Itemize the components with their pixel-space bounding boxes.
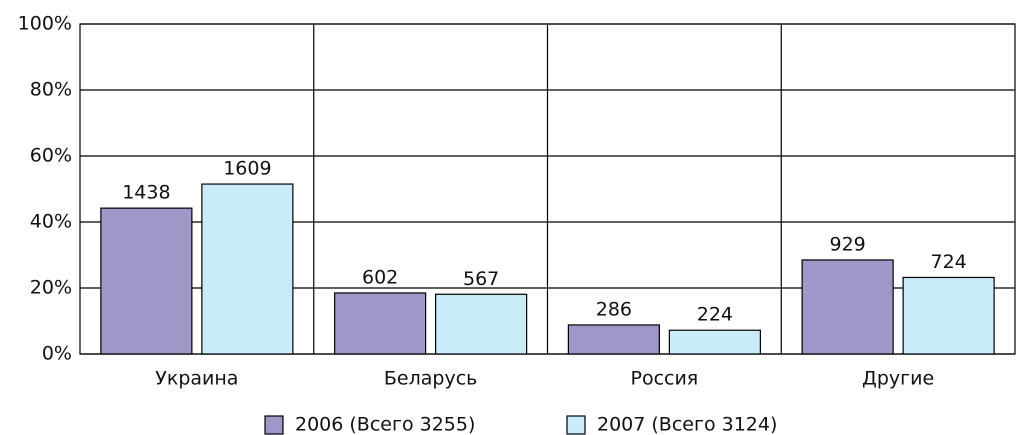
bar	[668, 329, 761, 355]
x-tick-label: Беларусь	[384, 368, 477, 390]
legend-swatch	[264, 415, 284, 435]
data-label: 567	[463, 268, 499, 290]
bar	[567, 324, 660, 355]
data-label: 286	[596, 298, 632, 320]
data-label: 602	[362, 266, 398, 288]
bar	[334, 292, 427, 355]
x-tick-label: Другие	[862, 368, 934, 390]
legend-swatch	[566, 415, 586, 435]
bar	[201, 183, 294, 355]
y-tick-label: 80%	[30, 79, 72, 101]
data-label: 724	[930, 251, 966, 273]
legend-label: 2006 (Всего 3255)	[295, 414, 475, 435]
data-label: 224	[697, 304, 733, 326]
bar	[801, 259, 894, 355]
y-tick-label: 20%	[30, 277, 72, 299]
y-tick-label: 60%	[30, 145, 72, 167]
y-tick-label: 0%	[42, 343, 72, 365]
data-label: 1438	[122, 182, 170, 204]
legend-label: 2007 (Всего 3124)	[597, 414, 777, 435]
plot-frame	[79, 23, 1016, 355]
x-tick-label: Россия	[630, 368, 698, 390]
bar	[902, 276, 995, 355]
data-label: 1609	[223, 158, 271, 180]
x-tick-label: Украина	[155, 368, 238, 390]
bar	[435, 293, 528, 355]
bar	[100, 207, 193, 355]
y-tick-label: 40%	[30, 211, 72, 233]
y-tick-label: 100%	[18, 13, 72, 35]
data-label: 929	[829, 233, 865, 255]
